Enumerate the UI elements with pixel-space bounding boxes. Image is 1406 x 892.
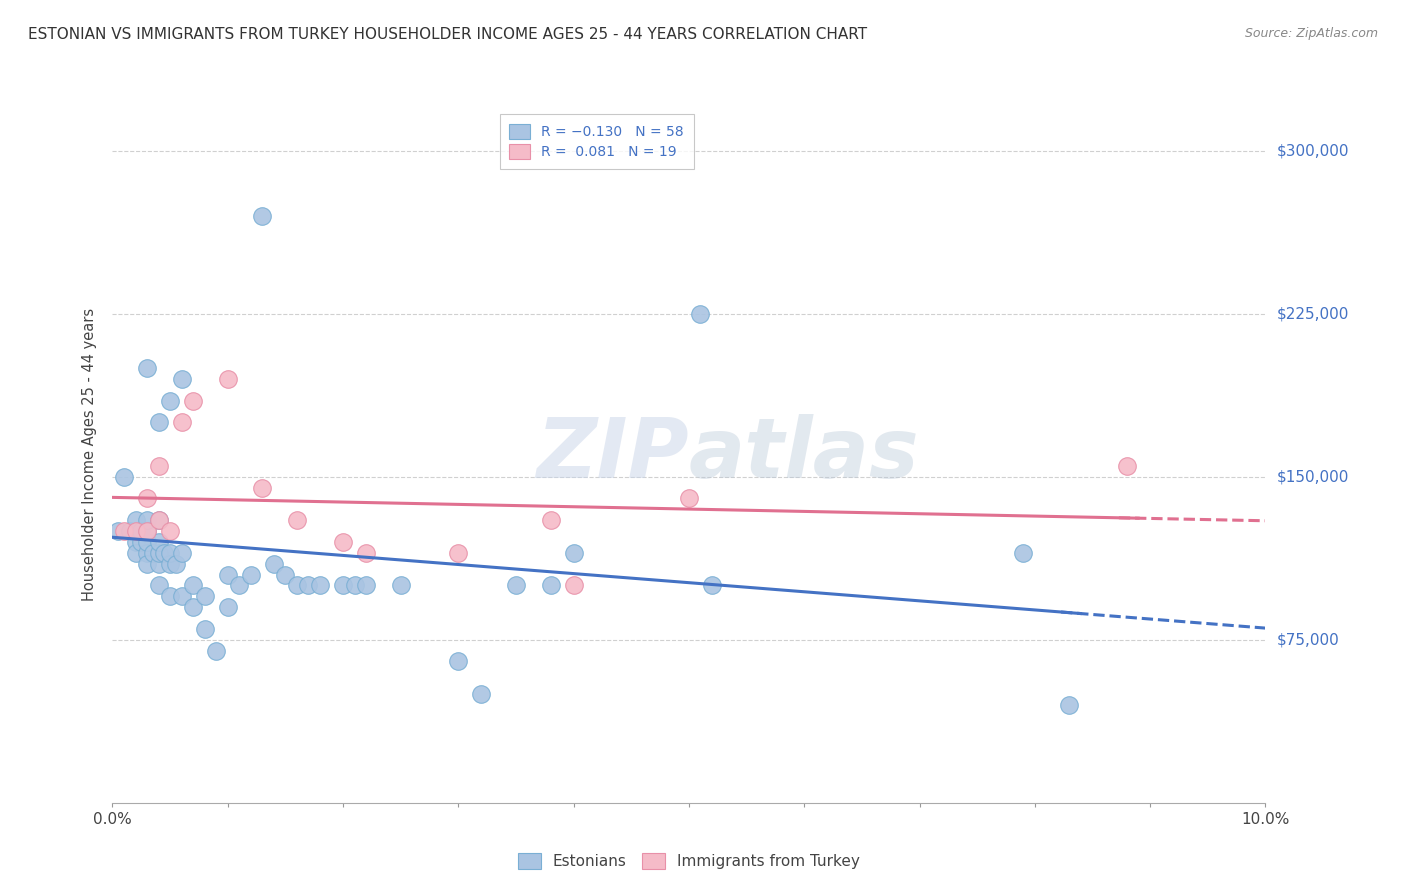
Point [205, 643, 228, 657]
Text: $300,000: $300,000 [1277, 143, 1348, 158]
Point [562, 578, 585, 592]
Point [118, 524, 141, 538]
Point [159, 589, 181, 603]
Legend: Estonians, Immigrants from Turkey: Estonians, Immigrants from Turkey [509, 844, 869, 879]
Point [562, 546, 585, 560]
Text: $150,000: $150,000 [1277, 469, 1348, 484]
Point [181, 393, 204, 408]
Point [181, 600, 204, 615]
Point [159, 546, 181, 560]
Point [112, 524, 135, 538]
Point [447, 655, 470, 669]
Point [678, 491, 700, 506]
Point [124, 546, 146, 560]
Point [194, 622, 217, 636]
Point [129, 524, 153, 538]
Point [148, 458, 170, 473]
Point [354, 546, 377, 560]
Point [136, 513, 159, 527]
Point [136, 491, 159, 506]
Text: ESTONIAN VS IMMIGRANTS FROM TURKEY HOUSEHOLDER INCOME AGES 25 - 44 YEARS CORRELA: ESTONIAN VS IMMIGRANTS FROM TURKEY HOUSE… [28, 27, 868, 42]
Point [274, 567, 297, 582]
Point [505, 578, 527, 592]
Text: $75,000: $75,000 [1277, 632, 1340, 648]
Point [217, 600, 239, 615]
Point [170, 546, 193, 560]
Point [309, 578, 332, 592]
Point [142, 546, 165, 560]
Point [228, 578, 250, 592]
Point [136, 524, 159, 538]
Point [285, 513, 308, 527]
Text: ZIP: ZIP [536, 415, 689, 495]
Point [389, 578, 412, 592]
Text: $225,000: $225,000 [1277, 306, 1348, 321]
Point [194, 589, 217, 603]
Point [148, 513, 170, 527]
Point [136, 535, 159, 549]
Point [470, 687, 492, 701]
Point [354, 578, 377, 592]
Point [148, 557, 170, 571]
Point [148, 546, 170, 560]
Point [252, 481, 274, 495]
Point [165, 557, 187, 571]
Text: Source: ZipAtlas.com: Source: ZipAtlas.com [1244, 27, 1378, 40]
Point [297, 578, 319, 592]
Point [170, 589, 193, 603]
Point [285, 578, 308, 592]
Point [124, 524, 146, 538]
Point [148, 578, 170, 592]
Point [1116, 458, 1139, 473]
Point [170, 415, 193, 429]
Point [239, 567, 262, 582]
Point [136, 557, 159, 571]
Point [148, 415, 170, 429]
Point [689, 307, 711, 321]
Point [136, 524, 159, 538]
Point [159, 557, 181, 571]
Point [700, 578, 723, 592]
Point [1012, 546, 1035, 560]
Point [252, 209, 274, 223]
Point [343, 578, 366, 592]
Point [159, 393, 181, 408]
Text: atlas: atlas [689, 415, 920, 495]
Point [153, 546, 176, 560]
Point [148, 513, 170, 527]
Point [332, 578, 354, 592]
Point [136, 546, 159, 560]
Point [447, 546, 470, 560]
Point [124, 513, 146, 527]
Point [170, 372, 193, 386]
Point [540, 578, 562, 592]
Point [540, 513, 562, 527]
Point [263, 557, 285, 571]
Point [181, 578, 204, 592]
Point [148, 535, 170, 549]
Point [112, 469, 135, 483]
Point [136, 361, 159, 376]
Point [124, 535, 146, 549]
Point [1059, 698, 1081, 712]
Point [332, 535, 354, 549]
Point [129, 535, 153, 549]
Y-axis label: Householder Income Ages 25 - 44 years: Householder Income Ages 25 - 44 years [82, 309, 97, 601]
Point [159, 524, 181, 538]
Point [217, 372, 239, 386]
Point [107, 524, 129, 538]
Point [217, 567, 239, 582]
